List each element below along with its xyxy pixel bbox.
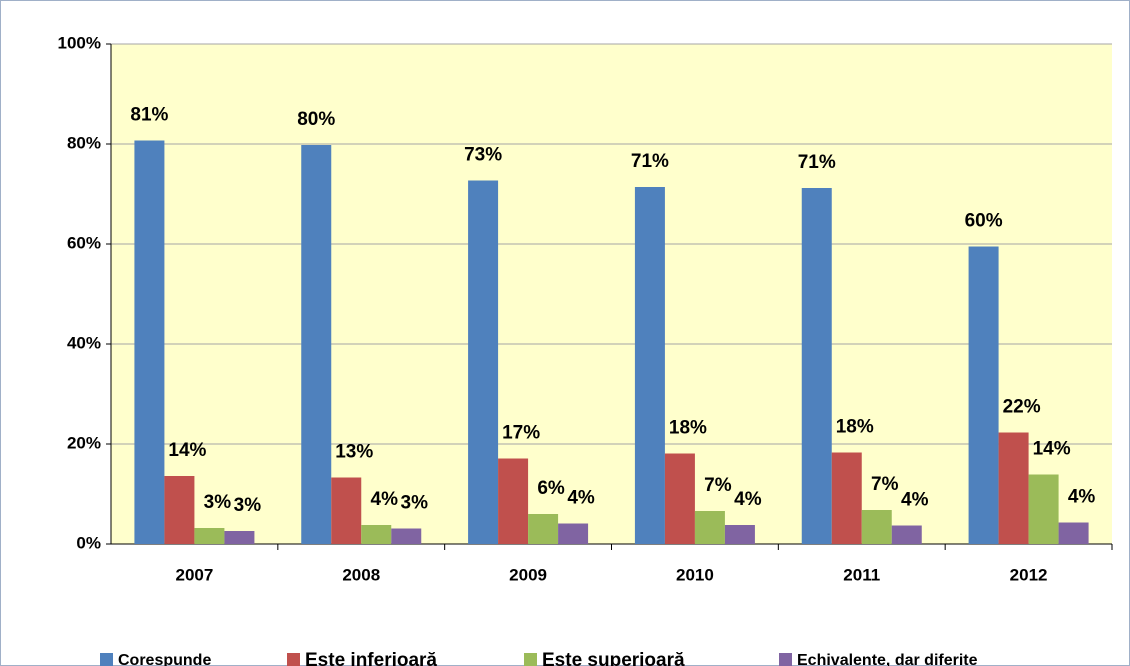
bar (998, 432, 1029, 544)
data-label: 81% (130, 105, 168, 126)
x-tick-label: 2012 (1010, 565, 1048, 584)
bar (134, 140, 165, 544)
x-tick-label: 2009 (509, 565, 547, 584)
bar (831, 452, 862, 544)
data-label: 3% (401, 493, 429, 514)
data-label: 22% (1003, 397, 1041, 418)
data-label: 73% (464, 145, 502, 166)
legend-label: Echivalente, dar diferite (797, 652, 978, 666)
data-label: 71% (631, 151, 669, 172)
data-label: 18% (836, 417, 874, 438)
bar (1028, 474, 1059, 544)
data-label: 7% (871, 474, 899, 495)
bar (891, 525, 922, 544)
legend-swatch (779, 653, 792, 666)
y-tick-label: 80% (67, 133, 101, 152)
x-tick-label: 2010 (676, 565, 714, 584)
bar (634, 187, 665, 544)
data-label: 3% (234, 495, 262, 516)
bar (224, 531, 255, 544)
data-label: 4% (901, 490, 929, 511)
y-tick-label: 0% (76, 533, 101, 552)
data-label: 6% (537, 478, 565, 499)
legend-label: Corespunde (118, 652, 211, 666)
bar (558, 523, 589, 544)
legend-label: Este superioară (542, 650, 685, 666)
bar (1058, 522, 1089, 544)
legend-swatch (287, 653, 300, 666)
data-label: 4% (734, 489, 762, 510)
bar (164, 476, 195, 544)
bar (801, 188, 832, 544)
bar (331, 477, 362, 544)
bar (694, 511, 725, 544)
bar (528, 514, 559, 544)
data-label: 3% (204, 492, 232, 513)
bar (391, 528, 422, 544)
x-tick-label: 2008 (342, 565, 380, 584)
data-label: 4% (1068, 487, 1096, 508)
legend-swatch (100, 653, 113, 666)
data-label: 71% (798, 152, 836, 173)
bar (468, 180, 499, 544)
data-label: 14% (168, 440, 206, 461)
bar (861, 510, 892, 544)
data-label: 17% (502, 423, 540, 444)
data-label: 7% (704, 475, 732, 496)
bar (724, 525, 755, 544)
x-tick-label: 2011 (843, 565, 880, 584)
data-label: 18% (669, 418, 707, 439)
bar (361, 525, 392, 544)
y-tick-label: 100% (58, 33, 101, 52)
legend-swatch (524, 653, 537, 666)
y-tick-label: 60% (67, 233, 101, 252)
bar (968, 246, 999, 544)
data-label: 80% (297, 109, 335, 130)
plot-area (111, 44, 1112, 544)
data-label: 14% (1033, 439, 1071, 460)
x-tick-label: 2007 (176, 565, 214, 584)
bar (664, 453, 695, 544)
data-label: 4% (567, 488, 595, 509)
data-label: 13% (335, 442, 373, 463)
bar (301, 145, 332, 544)
data-label: 60% (965, 211, 1003, 232)
data-label: 4% (371, 489, 399, 510)
bar (194, 528, 225, 544)
bar (498, 458, 529, 544)
y-tick-label: 40% (67, 333, 101, 352)
y-tick-label: 20% (67, 433, 101, 452)
legend-label: Este inferioară (305, 650, 437, 666)
